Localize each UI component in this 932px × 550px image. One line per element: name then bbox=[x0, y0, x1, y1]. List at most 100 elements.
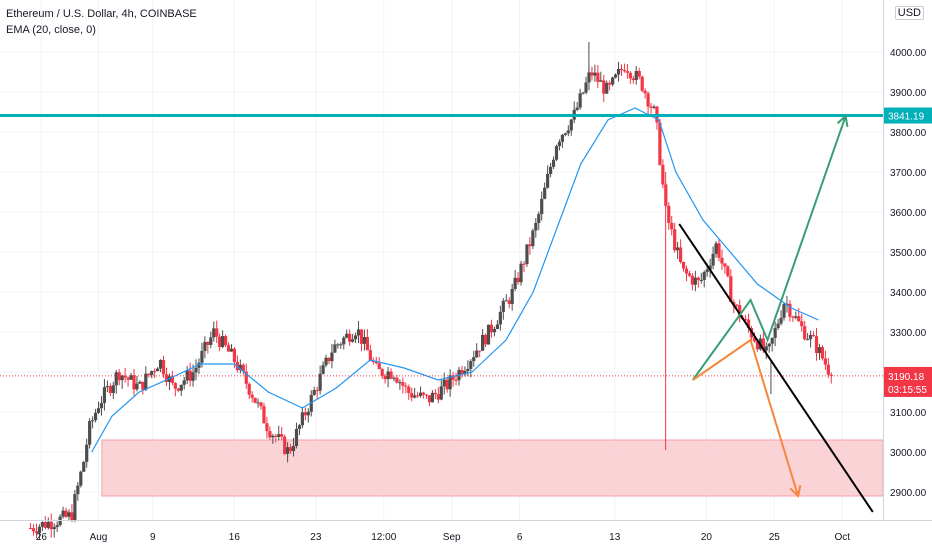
candle-body bbox=[475, 350, 479, 358]
candle-body bbox=[262, 406, 266, 424]
candle-body bbox=[811, 334, 816, 337]
candle-body bbox=[49, 521, 53, 530]
candle-body bbox=[537, 214, 541, 223]
candle-body bbox=[472, 357, 476, 362]
candle-body bbox=[123, 375, 127, 378]
candle-body bbox=[288, 447, 293, 452]
candle-body bbox=[377, 363, 381, 370]
candle-body bbox=[188, 370, 192, 381]
candle-body bbox=[755, 341, 760, 350]
candle-body bbox=[687, 273, 692, 276]
candle-body bbox=[504, 300, 508, 302]
candle-body bbox=[525, 244, 529, 265]
candle-body bbox=[268, 431, 272, 438]
candle-body bbox=[164, 374, 169, 383]
candle-body bbox=[673, 229, 677, 251]
candle-body bbox=[681, 261, 686, 269]
candle-body bbox=[96, 408, 101, 413]
current-price-label: 3190.18 bbox=[888, 372, 925, 383]
candle-body bbox=[93, 412, 98, 421]
candle-body bbox=[806, 339, 810, 341]
candle-body bbox=[611, 77, 615, 85]
candle-body bbox=[723, 263, 727, 267]
candle-body bbox=[241, 364, 245, 372]
currency-badge[interactable]: USD bbox=[894, 6, 924, 20]
candle-body bbox=[392, 377, 396, 379]
candle-body bbox=[646, 93, 650, 107]
candle-body bbox=[483, 334, 488, 345]
ema-polyline bbox=[91, 107, 819, 453]
y-tick-label: 3300.00 bbox=[890, 328, 927, 339]
candle-body bbox=[229, 348, 234, 352]
candle-body bbox=[433, 392, 437, 395]
candle-body bbox=[566, 130, 570, 134]
candle-body bbox=[108, 386, 112, 394]
candle-body bbox=[404, 385, 408, 387]
support-zone bbox=[101, 439, 884, 497]
candle-body bbox=[34, 531, 39, 534]
candle-body bbox=[726, 266, 730, 277]
candle-body bbox=[64, 510, 68, 517]
current-price-tag bbox=[884, 366, 932, 397]
candle-body bbox=[548, 166, 553, 174]
y-tick-label: 4000.00 bbox=[890, 48, 927, 59]
x-tick-label: 25 bbox=[769, 532, 781, 543]
candle-body bbox=[699, 279, 703, 281]
candle-body bbox=[625, 71, 630, 73]
x-tick-label: 6 bbox=[517, 532, 523, 543]
candle-body bbox=[693, 277, 697, 285]
candle-body bbox=[280, 434, 284, 437]
candle-body bbox=[238, 364, 242, 371]
candle-body bbox=[156, 368, 160, 372]
candle-body bbox=[99, 402, 104, 409]
candle-body bbox=[590, 72, 594, 76]
candle-body bbox=[743, 319, 748, 321]
candles bbox=[28, 42, 833, 540]
candle-body bbox=[439, 386, 443, 400]
candle-body bbox=[619, 68, 624, 71]
support-zone-rect bbox=[101, 439, 884, 497]
candle-body bbox=[312, 390, 316, 395]
candle-body bbox=[581, 92, 585, 94]
candle-body bbox=[291, 446, 296, 452]
candle-body bbox=[670, 222, 674, 230]
candle-body bbox=[342, 337, 346, 345]
candle-body bbox=[451, 375, 455, 380]
candle-body bbox=[486, 324, 491, 345]
candle-body bbox=[678, 247, 683, 262]
candle-body bbox=[203, 341, 207, 352]
candle-body bbox=[336, 344, 340, 346]
candle-body bbox=[61, 510, 65, 517]
y-tick-label: 3400.00 bbox=[890, 288, 927, 299]
candle-body bbox=[492, 329, 497, 333]
x-tick-label: 12:00 bbox=[371, 532, 396, 543]
candle-body bbox=[782, 304, 786, 318]
candle-body bbox=[126, 377, 130, 380]
candle-body bbox=[764, 346, 768, 351]
candle-body bbox=[85, 444, 89, 462]
candle-body bbox=[259, 402, 263, 407]
candle-body bbox=[147, 373, 151, 376]
candle-body bbox=[684, 268, 689, 274]
candle-body bbox=[705, 269, 709, 273]
candle-body bbox=[578, 93, 582, 108]
x-tick-label: Aug bbox=[90, 532, 108, 543]
candle-body bbox=[158, 359, 163, 369]
candle-body bbox=[351, 339, 355, 342]
candle-body bbox=[575, 107, 579, 110]
trendline bbox=[678, 223, 874, 513]
x-tick-label: 23 bbox=[310, 532, 322, 543]
candle-body bbox=[353, 335, 358, 340]
candle-body bbox=[817, 347, 822, 354]
candle-body bbox=[814, 336, 819, 354]
candle-body bbox=[362, 337, 367, 344]
candle-body bbox=[418, 392, 423, 397]
candle-body bbox=[206, 341, 210, 345]
drawings bbox=[0, 114, 883, 513]
candle-body bbox=[271, 435, 275, 438]
candle-body bbox=[191, 372, 195, 381]
bear-projection-arrowhead bbox=[789, 485, 802, 498]
candle-body bbox=[153, 371, 157, 373]
candle-body bbox=[540, 198, 544, 215]
